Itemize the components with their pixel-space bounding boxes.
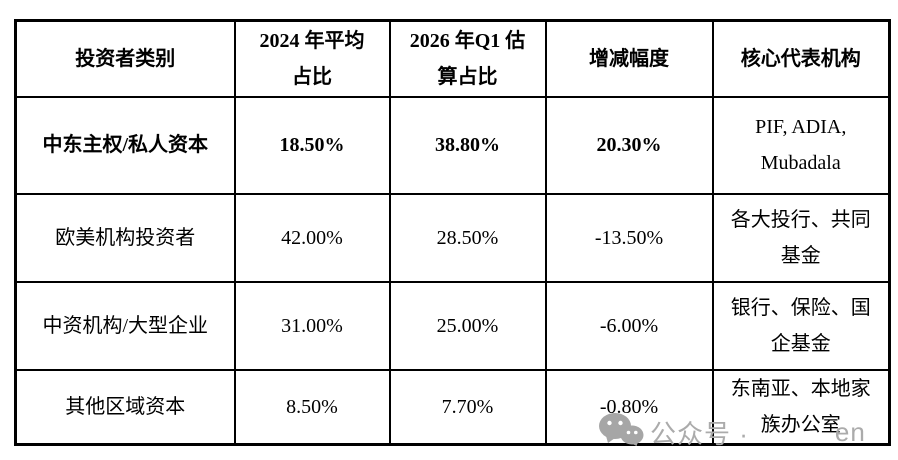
cell-2024-share: 42.00%: [233, 192, 391, 283]
cell-institutions: 各大投行、共同 基金: [711, 192, 891, 283]
table-row: 欧美机构投资者 42.00% 28.50% -13.50% 各大投行、共同 基金: [14, 192, 891, 283]
cell-institutions: PIF, ADIA, Mubadala: [711, 95, 891, 195]
col-header-2024-average-share: 2024 年平均 占比: [233, 19, 391, 98]
cell-category: 欧美机构投资者: [14, 192, 236, 283]
cell-2026q1-share: 7.70%: [388, 368, 547, 446]
cell-category: 中资机构/大型企业: [14, 280, 236, 371]
cell-2026q1-share: 25.00%: [388, 280, 547, 371]
table-row: 其他区域资本 8.50% 7.70% -0.80% 东南亚、本地家 族办公室: [14, 368, 891, 446]
cell-2024-share: 8.50%: [233, 368, 391, 446]
table-header-row: 投资者类别 2024 年平均 占比 2026 年Q1 估 算占比 增减幅度 核心…: [14, 19, 891, 98]
col-header-2026-q1-estimated-share: 2026 年Q1 估 算占比: [388, 19, 547, 98]
cell-category: 其他区域资本: [14, 368, 236, 446]
col-header-core-institutions: 核心代表机构: [711, 19, 891, 98]
cell-institutions: 东南亚、本地家 族办公室: [711, 368, 891, 446]
cell-change: -6.00%: [544, 280, 714, 371]
cell-2026q1-share: 38.80%: [388, 95, 547, 195]
cell-change: -0.80%: [544, 368, 714, 446]
investor-allocation-table: 投资者类别 2024 年平均 占比 2026 年Q1 估 算占比 增减幅度 核心…: [14, 19, 891, 446]
cell-category: 中东主权/私人资本: [14, 95, 236, 195]
cell-2024-share: 18.50%: [233, 95, 391, 195]
cell-change: -13.50%: [544, 192, 714, 283]
cell-2026q1-share: 28.50%: [388, 192, 547, 283]
table-row: 中资机构/大型企业 31.00% 25.00% -6.00% 银行、保险、国 企…: [14, 280, 891, 371]
cell-change: 20.30%: [544, 95, 714, 195]
table-row: 中东主权/私人资本 18.50% 38.80% 20.30% PIF, ADIA…: [14, 95, 891, 195]
cell-2024-share: 31.00%: [233, 280, 391, 371]
col-header-change: 增减幅度: [544, 19, 714, 98]
cell-institutions: 银行、保险、国 企基金: [711, 280, 891, 371]
col-header-investor-category: 投资者类别: [14, 19, 236, 98]
